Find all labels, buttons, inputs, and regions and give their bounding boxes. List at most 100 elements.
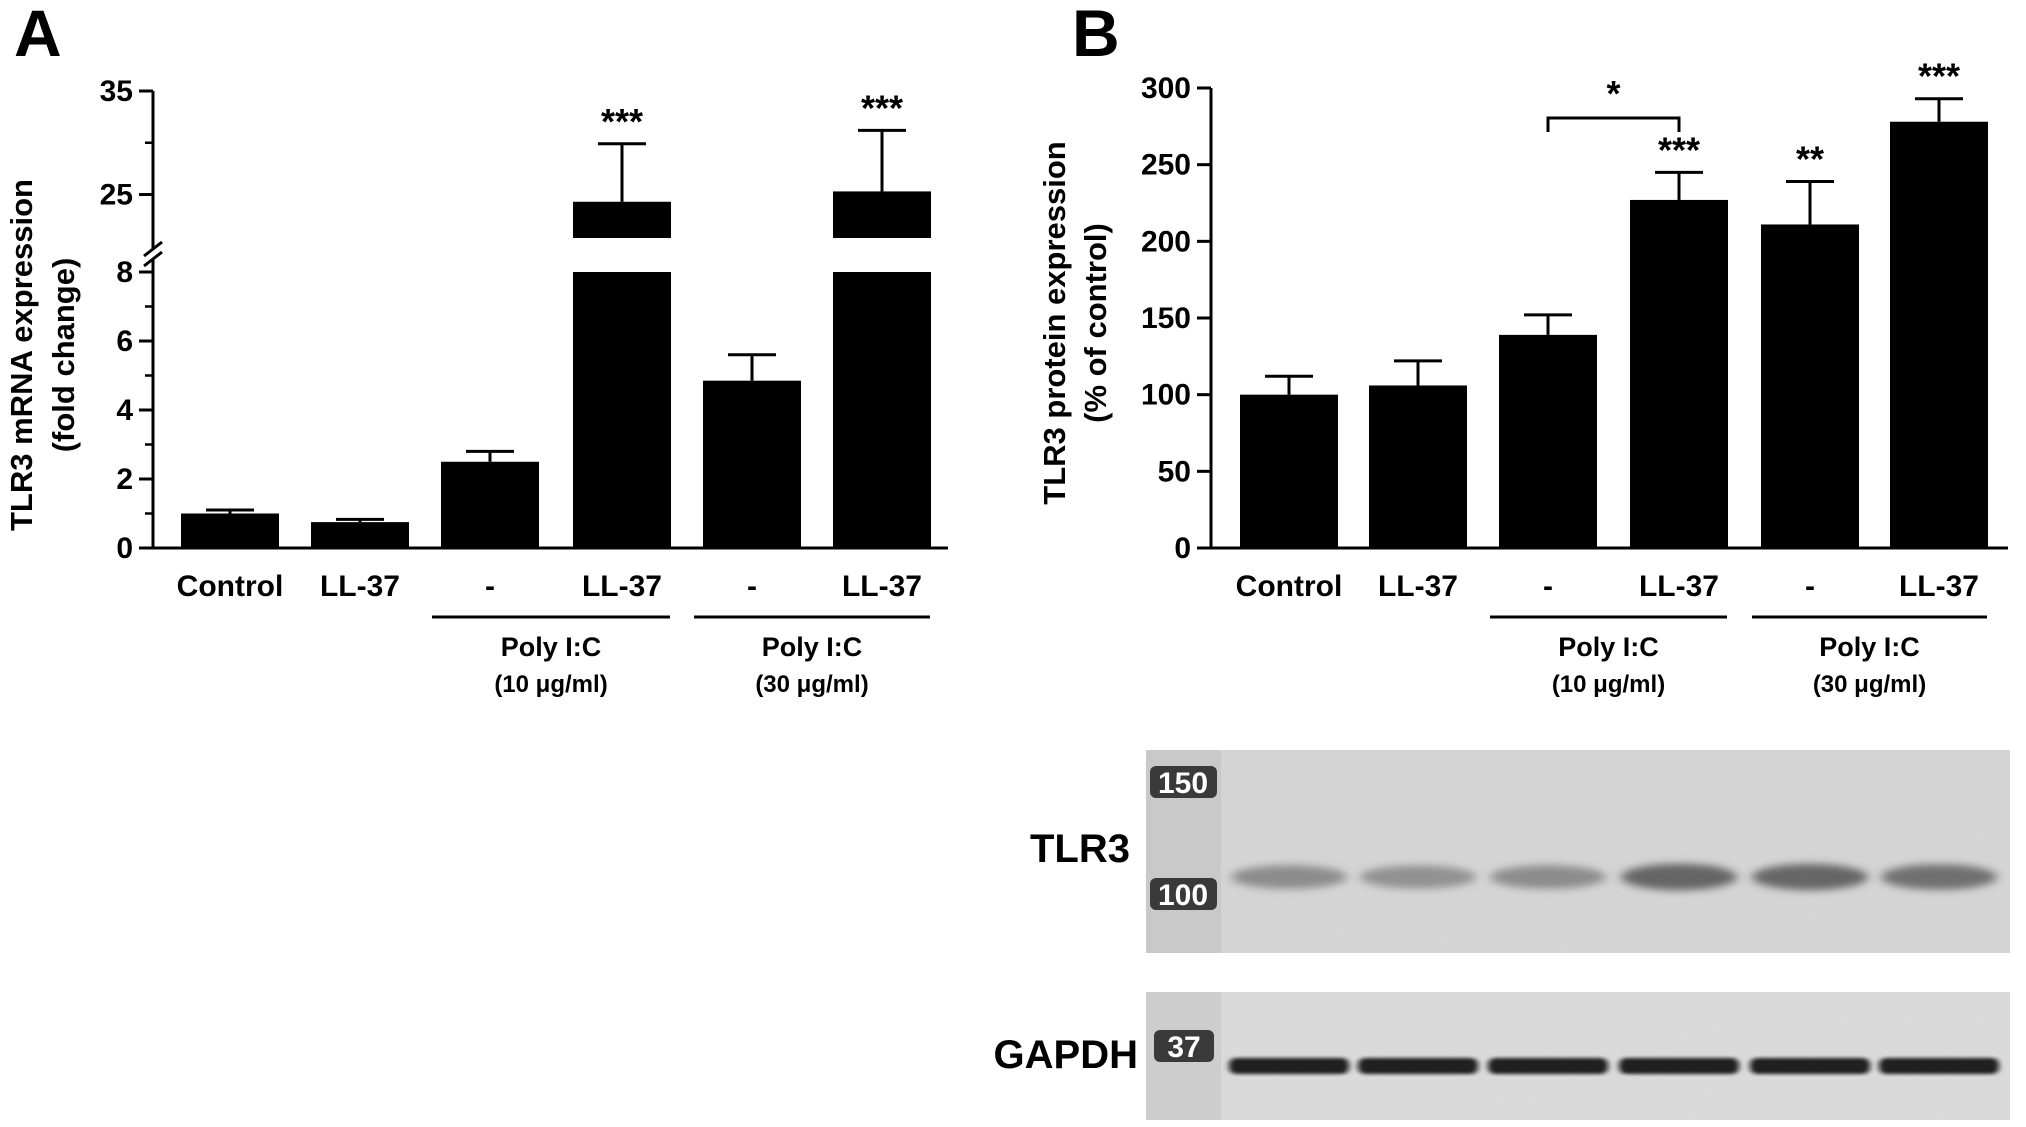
group-sublabel-a-0: (10 μg/ml) (494, 671, 607, 698)
chart-b-ylabel-line2: (% of control) (1078, 223, 1113, 423)
chart-b-significance: *** ***** (1658, 56, 1960, 180)
bar-a-3-lower (573, 272, 671, 548)
panel-letter-b: B (1072, 0, 1120, 70)
axis-a-break-1 (143, 240, 163, 258)
cat-b-5: LL-37 (1899, 570, 1979, 603)
marker-100-pill (1150, 878, 1217, 910)
tlr3-band-3 (1621, 863, 1737, 891)
marker-150-label: 150 (1158, 767, 1208, 800)
tick-label-b-5: 250 (1141, 149, 1191, 182)
tlr3-blot-label: TLR3 (1030, 827, 1130, 871)
group-label-b-0: Poly I:C (1558, 632, 1659, 662)
sig-b-4: ** (1796, 139, 1824, 180)
bar-a-2 (441, 461, 539, 548)
bar-b-3 (1630, 199, 1728, 548)
cat-b-0: Control (1236, 570, 1343, 603)
marker-150-pill (1150, 766, 1217, 798)
tlr3-blot-texture (1146, 750, 2010, 953)
sig-a-5: *** (861, 87, 903, 128)
bar-b-2 (1499, 334, 1597, 548)
tlr3-band-5 (1881, 864, 1997, 890)
chart-a-category-labels: Control LL-37 - LL-37 - LL-37 (177, 570, 922, 603)
cat-a-3: LL-37 (582, 570, 662, 603)
sig-b-3: *** (1658, 129, 1700, 170)
group-sublabel-b-1: (30 μg/ml) (1813, 671, 1926, 698)
bar-a-5-lower (833, 272, 931, 548)
tick-label-a-low-0: 0 (116, 532, 133, 565)
chart-a-mrna: 0 2 4 6 8 25 35 Control LL-37 - LL-37 - LL-37 Poly … (4, 75, 948, 698)
bar-b-5 (1890, 121, 1988, 548)
chart-b-protein: 0 50 100 150 200 250 300 Control LL-37 - LL-37 - LL… (1037, 56, 2008, 698)
gapdh-band-1 (1358, 1058, 1478, 1074)
tick-label-b-3: 150 (1141, 302, 1191, 335)
marker-37-pill (1154, 1030, 1214, 1062)
tick-label-a-low-4: 8 (116, 256, 133, 289)
bar-a-5-upper (833, 191, 931, 238)
tick-label-b-1: 50 (1158, 455, 1191, 488)
chart-a-significance: *** *** (601, 87, 903, 141)
axis-a-break-2 (143, 250, 163, 268)
group-label-a-1: Poly I:C (762, 632, 863, 662)
tick-label-a-low-2: 4 (116, 394, 133, 427)
chart-b-bars (1240, 121, 1988, 548)
marker-100-label: 100 (1158, 879, 1208, 912)
gapdh-band-2 (1488, 1058, 1608, 1074)
bar-a-0 (181, 513, 279, 548)
gapdh-band-4 (1750, 1058, 1870, 1074)
tick-label-a-up-1: 35 (100, 75, 133, 108)
chart-b-ylabel-line1: TLR3 protein expression (1037, 141, 1072, 504)
gapdh-band-0 (1229, 1058, 1349, 1074)
chart-a-group-labels: Poly I:C (10 μg/ml) Poly I:C (30 μg/ml) (432, 615, 930, 698)
tick-label-b-6: 300 (1141, 72, 1191, 105)
gapdh-band-5 (1879, 1058, 1999, 1074)
gapdh-band-3 (1619, 1058, 1739, 1074)
cat-b-2: - (1543, 570, 1553, 603)
tlr3-band-1 (1360, 865, 1476, 889)
chart-b-y-axis (1197, 86, 2008, 550)
tlr3-band-0 (1231, 865, 1347, 889)
tick-label-a-up-0: 25 (100, 179, 133, 212)
chart-b-category-labels: Control LL-37 - LL-37 - LL-37 (1236, 570, 1979, 603)
chart-b-comparison-bracket: * (1546, 73, 1681, 132)
sig-a-3: *** (601, 101, 643, 142)
panel-letter-a: A (14, 0, 62, 70)
group-label-b-1: Poly I:C (1819, 632, 1920, 662)
bar-b-0 (1240, 394, 1338, 548)
chart-b-tick-labels: 0 50 100 150 200 250 300 (1141, 72, 1191, 565)
marker-37-label: 37 (1167, 1031, 1200, 1064)
comparison-bracket-0 (1546, 116, 1681, 132)
tick-label-b-0: 0 (1174, 532, 1191, 565)
cat-b-4: - (1805, 570, 1815, 603)
cat-a-0: Control (177, 570, 284, 603)
tlr3-band-4 (1752, 863, 1868, 891)
bar-a-1 (311, 522, 409, 548)
tick-label-a-low-1: 2 (116, 463, 133, 496)
tlr3-band-2 (1490, 865, 1606, 889)
group-sublabel-a-1: (30 μg/ml) (755, 671, 868, 698)
tlr3-bands (1231, 863, 1997, 891)
cat-a-4: - (747, 570, 757, 603)
chart-a-ylabel-line1: TLR3 mRNA expression (4, 179, 39, 531)
bar-a-3-upper (573, 201, 671, 238)
gapdh-blot-label: GAPDH (994, 1033, 1138, 1077)
gapdh-bands (1229, 1058, 1999, 1074)
sig-b-5: *** (1918, 56, 1960, 97)
cat-a-2: - (485, 570, 495, 603)
cat-b-1: LL-37 (1378, 570, 1458, 603)
comparison-label-0: * (1606, 73, 1620, 114)
cat-a-5: LL-37 (842, 570, 922, 603)
tick-label-b-2: 100 (1141, 379, 1191, 412)
bar-a-4 (703, 380, 801, 548)
western-blot: 150 100 TLR3 37 GAPDH (994, 750, 2010, 1120)
cat-a-1: LL-37 (320, 570, 400, 603)
bar-b-4 (1761, 224, 1859, 548)
tick-label-a-low-3: 6 (116, 325, 133, 358)
cat-b-3: LL-37 (1639, 570, 1719, 603)
chart-a-tick-labels: 0 2 4 6 8 25 35 (100, 75, 134, 565)
chart-b-error-bars (1265, 97, 1963, 395)
bar-b-1 (1369, 385, 1467, 548)
group-label-a-0: Poly I:C (501, 632, 602, 662)
chart-b-group-labels: Poly I:C (10 μg/ml) Poly I:C (30 μg/ml) (1490, 615, 1987, 698)
group-sublabel-b-0: (10 μg/ml) (1552, 671, 1665, 698)
